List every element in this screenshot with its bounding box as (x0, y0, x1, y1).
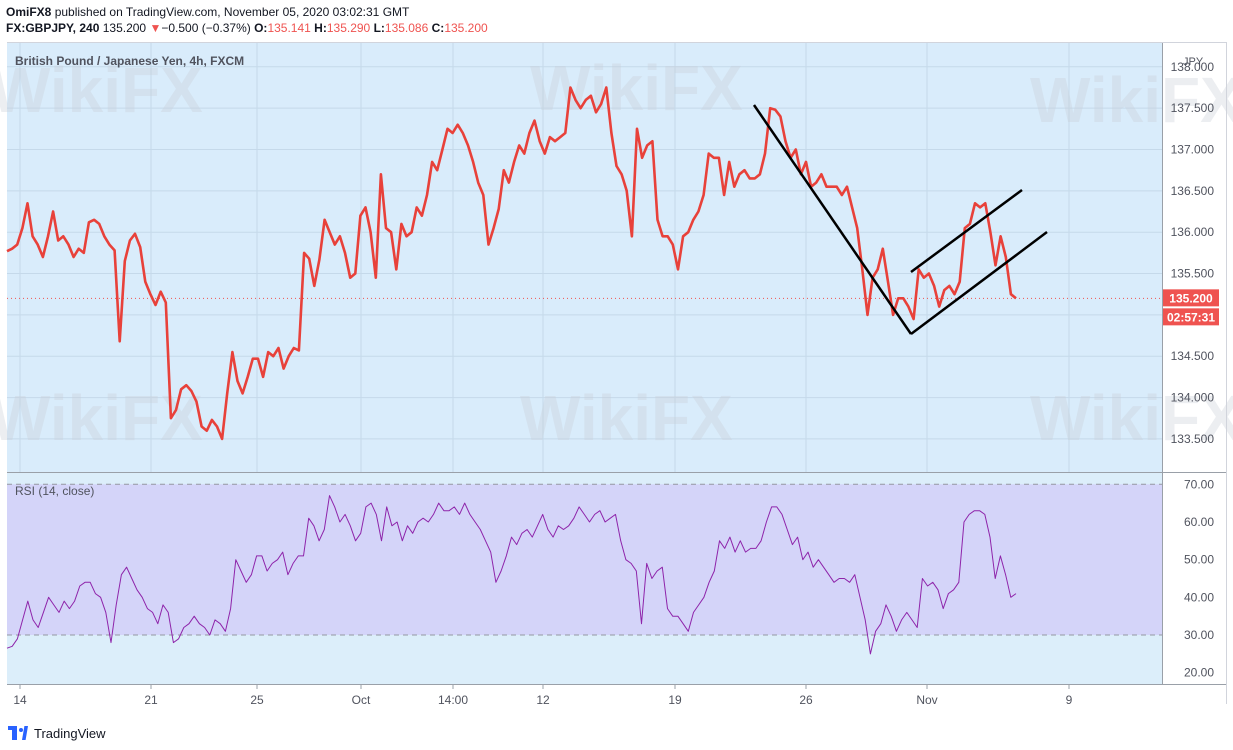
price-tick-label: 136.000 (1171, 225, 1215, 239)
watermark-right: WikiFX (1030, 382, 1233, 454)
price-pane-title: British Pound / Japanese Yen, 4h, FXCM (15, 54, 244, 68)
time-tick-label: 26 (799, 693, 813, 707)
brand-name[interactable]: TradingView (34, 725, 106, 741)
price-series-line[interactable] (6, 86, 1017, 441)
countdown-tag (1163, 308, 1219, 326)
price-tags: 135.200 02:57:31 (1163, 289, 1219, 326)
low-label: L: (373, 21, 385, 35)
high-value: 135.290 (326, 21, 371, 35)
low-value: 135.086 (384, 21, 429, 35)
currency-label: JPY (1183, 56, 1204, 68)
price-tick-label: 136.500 (1171, 184, 1215, 198)
down-arrow-icon: ▼ (149, 21, 162, 35)
price-tick-label: 137.000 (1171, 143, 1215, 157)
time-tick-label: 21 (144, 693, 158, 707)
rsi-tick-label: 40.00 (1184, 590, 1214, 604)
time-tick-label: 14:00 (438, 693, 468, 707)
chart-container[interactable]: WikiFX WikiFX WikiFX WikiFX WikiFX WikiF… (0, 42, 1233, 722)
price-tick-label: 137.500 (1171, 101, 1215, 115)
rsi-tick-label: 60.00 (1184, 515, 1214, 529)
time-tick-label: Nov (916, 693, 937, 707)
close-label: C: (431, 21, 445, 35)
price-tick-label: 134.000 (1171, 391, 1215, 405)
rsi-tick-label: 70.00 (1184, 477, 1214, 491)
author-name[interactable]: OmiFX8 (6, 5, 52, 19)
rsi-axis[interactable]: 20.00 30.00 40.00 50.00 60.00 70.00 (1184, 477, 1214, 679)
trendline-down[interactable] (752, 104, 913, 335)
publish-text: published on TradingView.com, November 0… (51, 5, 410, 19)
open-value: 135.141 (267, 21, 311, 35)
watermark-middle: WikiFX (520, 382, 733, 454)
watermark-top-right: WikiFX (1030, 64, 1233, 136)
rsi-tick-label: 30.00 (1184, 628, 1214, 642)
time-tick-label: Oct (352, 693, 371, 707)
publish-info: OmiFX8 published on TradingView.com, Nov… (6, 4, 488, 20)
price-change: −0.500 (−0.37%) (161, 21, 251, 35)
rsi-tick-label: 50.00 (1184, 553, 1214, 567)
trendline-drawings[interactable] (752, 104, 1048, 335)
time-tick-label: 25 (250, 693, 264, 707)
rsi-tick-label: 20.00 (1184, 666, 1214, 680)
open-label: O: (254, 21, 268, 35)
price-tick-label: 133.500 (1171, 432, 1215, 446)
channel-lower-line[interactable] (910, 231, 1048, 335)
time-tick-label: 14 (13, 693, 27, 707)
current-price: 135.200 (102, 21, 147, 35)
tradingview-logo-icon (8, 726, 28, 740)
high-label: H: (314, 21, 327, 35)
last-price-tag (1163, 289, 1219, 307)
rsi-band (7, 484, 1162, 636)
time-axis[interactable]: 14 21 25 Oct 14:00 12 19 26 Nov 9 (13, 684, 1073, 707)
symbol-label[interactable]: FX:GBPJPY, 240 (6, 21, 100, 35)
close-value: 135.200 (444, 21, 488, 35)
price-pane-background[interactable] (7, 42, 1162, 472)
chart-header: OmiFX8 published on TradingView.com, Nov… (6, 4, 488, 36)
rsi-series-line[interactable] (6, 495, 1017, 655)
time-tick-label: 9 (1066, 693, 1073, 707)
watermark-top: WikiFX (530, 52, 743, 124)
footer: TradingView (8, 723, 106, 743)
time-tick-label: 19 (668, 693, 682, 707)
time-tick-label: 12 (536, 693, 550, 707)
last-price-tag-text: 135.200 (1169, 291, 1213, 305)
price-tick-label: 134.500 (1171, 349, 1215, 363)
price-tick-label: 138.000 (1171, 60, 1215, 74)
watermark-group: WikiFX WikiFX WikiFX WikiFX WikiFX WikiF… (0, 52, 1233, 454)
chart-svg[interactable]: WikiFX WikiFX WikiFX WikiFX WikiFX WikiF… (0, 42, 1233, 722)
price-tick-label: 135.500 (1171, 267, 1215, 281)
rsi-grid (7, 483, 1162, 636)
countdown-tag-text: 02:57:31 (1167, 310, 1215, 324)
symbol-info: FX:GBPJPY, 240 135.200 ▼−0.500 (−0.37%) … (6, 20, 488, 36)
watermark-top-left: WikiFX (0, 54, 203, 126)
channel-upper-line[interactable] (910, 188, 1023, 274)
rsi-pane-title: RSI (14, close) (15, 484, 94, 498)
watermark-left: WikiFX (0, 382, 203, 454)
